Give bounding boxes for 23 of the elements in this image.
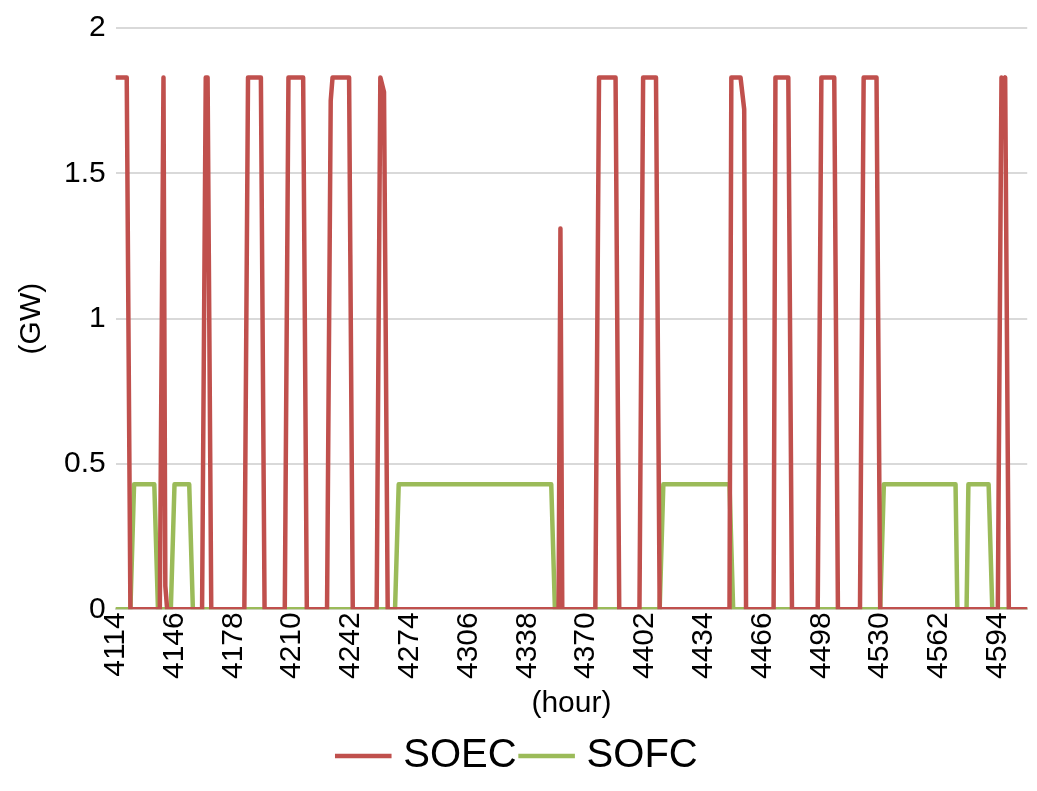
legend-label: SOEC bbox=[403, 731, 517, 776]
x-tick-label: 4498 bbox=[802, 612, 836, 680]
y-tick-label: 1.5 bbox=[63, 154, 106, 188]
x-tick-label: 4274 bbox=[391, 612, 424, 680]
x-tick-label: 4210 bbox=[273, 612, 307, 680]
x-tick-label: 4402 bbox=[626, 612, 660, 680]
x-tick-label: 4530 bbox=[861, 612, 895, 680]
x-tick-label: 4178 bbox=[214, 612, 248, 680]
legend-label: SOFC bbox=[586, 731, 698, 776]
x-tick-label: 4146 bbox=[155, 612, 189, 680]
x-tick-label: 4434 bbox=[685, 612, 719, 680]
y-axis-title: (GW) bbox=[13, 282, 47, 355]
x-tick-label: 4306 bbox=[449, 612, 483, 680]
x-tick-label: 4594 bbox=[979, 612, 1013, 680]
y-tick-label: 0.5 bbox=[63, 445, 106, 479]
x-tick-label: 4370 bbox=[567, 612, 601, 680]
x-tick-label: 4338 bbox=[508, 612, 542, 680]
y-tick-label: 2 bbox=[89, 9, 106, 43]
x-tick-label: 4562 bbox=[920, 612, 954, 680]
x-tick-label: 4242 bbox=[332, 612, 366, 680]
x-axis-title: (hour) bbox=[531, 685, 612, 719]
y-tick-label: 1 bbox=[89, 299, 106, 333]
x-tick-label: 4466 bbox=[743, 612, 777, 680]
